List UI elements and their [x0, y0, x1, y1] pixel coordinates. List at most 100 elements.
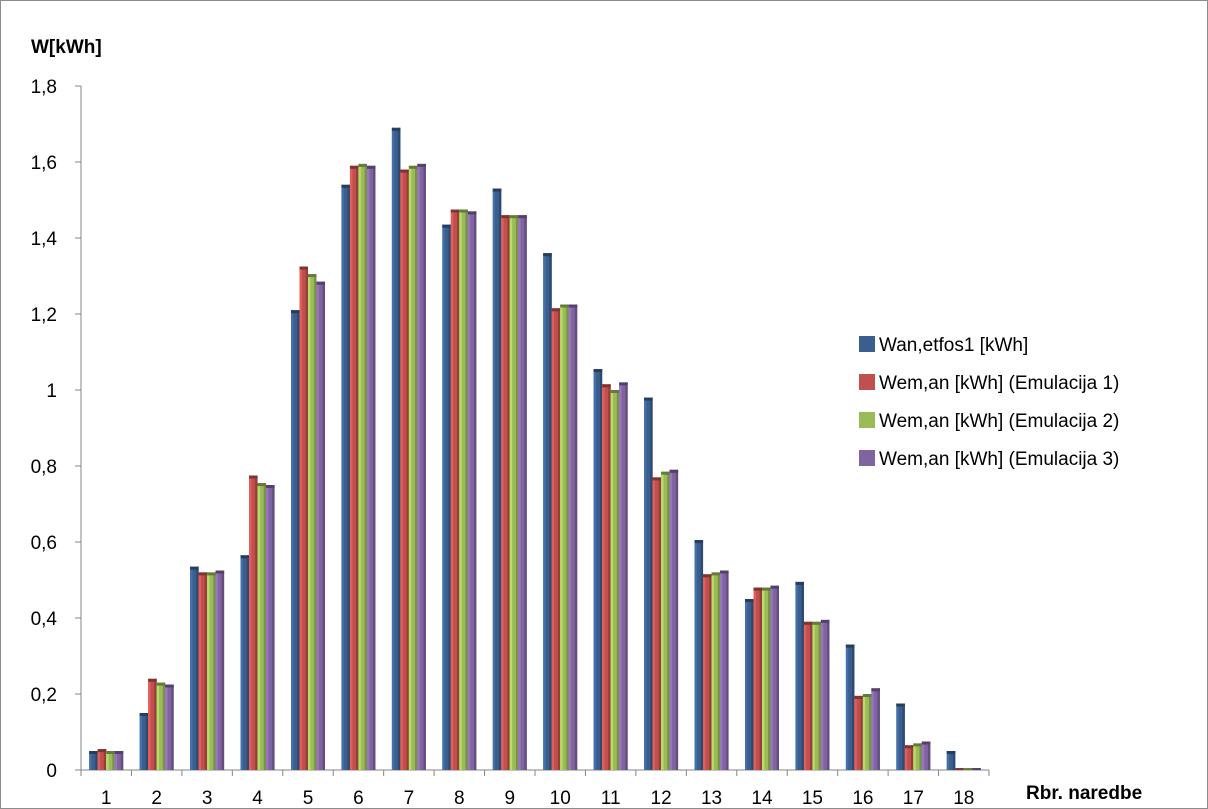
bar [753, 587, 762, 770]
bar [308, 274, 317, 770]
bar-highlight [753, 587, 756, 770]
bar-highlight [358, 163, 361, 770]
bar [501, 215, 510, 770]
bar-highlight [795, 581, 798, 770]
bar [972, 768, 981, 770]
y-tick-label: 0,4 [31, 609, 58, 630]
bar [762, 587, 771, 770]
bar-body [459, 209, 468, 770]
bar-shadow [877, 688, 880, 770]
bar [518, 215, 527, 770]
bar-cap [408, 165, 418, 169]
x-tick-label: 8 [454, 788, 465, 808]
bar-cap [845, 644, 855, 648]
bar-body [442, 224, 451, 770]
bar-highlight [543, 253, 546, 770]
bar-body [492, 188, 502, 771]
bar [467, 211, 477, 770]
bar-body [610, 390, 620, 770]
bar-shadow [751, 599, 754, 770]
bar-highlight [602, 384, 605, 770]
bar-highlight [349, 165, 353, 771]
bar-body [114, 751, 124, 770]
bar-cap [602, 384, 611, 388]
bar-cap [291, 310, 300, 314]
bar-body [450, 209, 460, 770]
bar-cap [467, 211, 477, 215]
bar [551, 308, 561, 770]
bar [215, 570, 225, 770]
bar-highlight [745, 599, 748, 770]
bar-body [543, 253, 552, 770]
bar-body [904, 745, 914, 770]
bar-shadow [810, 621, 813, 770]
bar-cap [442, 224, 451, 228]
bar-highlight [694, 540, 697, 770]
bar-cap [896, 703, 905, 707]
bar-shadow [272, 485, 275, 770]
bar [845, 644, 855, 770]
bar-body [467, 211, 477, 770]
bar-cap [97, 749, 107, 753]
bar-body [711, 572, 721, 770]
bar-highlight [610, 390, 614, 770]
bar-highlight [391, 127, 395, 771]
bar-body [249, 475, 258, 770]
bar-highlight [450, 209, 454, 770]
bar-highlight [946, 751, 950, 770]
y-axis-title: W[kWh] [31, 37, 102, 58]
bar-body [97, 749, 107, 770]
bar-shadow [599, 369, 603, 770]
bar-cap [349, 165, 359, 169]
bar-body [391, 127, 401, 771]
bar-body [694, 540, 704, 770]
bar-cap [257, 483, 267, 487]
bar-shadow [373, 165, 376, 771]
bar-shadow [112, 751, 115, 770]
bar-body [820, 619, 830, 770]
bar [669, 469, 679, 770]
bar-highlight [165, 684, 168, 770]
bar-cap [720, 570, 729, 574]
bar-highlight [266, 485, 269, 770]
bar-body [257, 483, 267, 770]
bar-cap [266, 485, 275, 488]
bar [249, 475, 258, 770]
y-tick-label: 1,8 [31, 77, 57, 98]
bar-shadow [498, 188, 502, 771]
bar-cap [762, 587, 771, 591]
bar [148, 678, 157, 770]
bar-highlight [720, 570, 723, 770]
bar-cap [661, 471, 670, 475]
x-tick-label: 16 [852, 788, 873, 808]
bar-cap [518, 215, 527, 219]
bar-body [316, 281, 325, 770]
bar-highlight [509, 215, 513, 770]
bar [661, 471, 670, 770]
bar-shadow [322, 281, 325, 770]
bar-highlight [854, 695, 857, 770]
x-tick-label: 5 [303, 788, 314, 808]
bar-cap [543, 253, 552, 257]
bar-body [812, 621, 821, 770]
bar [652, 477, 662, 770]
bar-highlight [568, 304, 572, 770]
bar-shadow [314, 274, 317, 770]
bar-shadow [726, 570, 729, 770]
bar-highlight [408, 165, 412, 771]
bar-cap [501, 215, 510, 219]
bar-body [156, 682, 166, 770]
bar-shadow [103, 749, 107, 770]
bar [89, 751, 98, 770]
bar-cap [240, 555, 250, 559]
x-tick-label: 13 [701, 788, 722, 808]
y-tick-label: 1,4 [31, 229, 58, 250]
bar-body [896, 703, 905, 770]
bar-shadow [465, 209, 468, 770]
bar-highlight [619, 382, 622, 770]
bar-body [803, 621, 813, 770]
bar [341, 184, 350, 771]
bar-highlight [492, 188, 496, 771]
bar [896, 703, 905, 770]
bar-highlight [871, 688, 874, 770]
